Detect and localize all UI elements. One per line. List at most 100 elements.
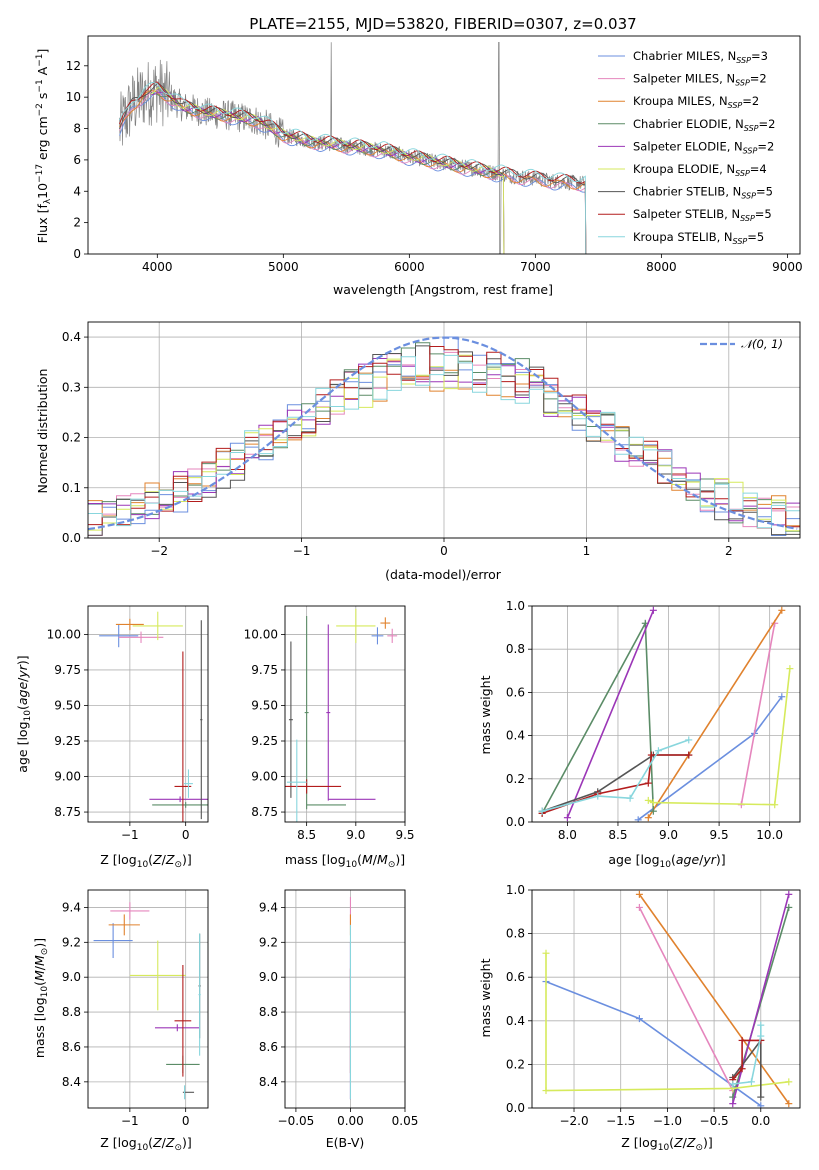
hist-legend-entry: 𝒩(0, 1) [741,337,783,351]
legend-entry: Salpeter MILES, NSSP=2 [633,72,767,88]
weight-vs-Z-xtick-label: −1.0 [653,1114,682,1128]
age-vs-Z-ytick-label: 10.00 [47,627,81,641]
spectrum-xtick-label: 4000 [142,260,173,274]
weight-vs-age-marker [649,606,657,614]
weight-vs-age-frame [531,605,801,823]
weight-vs-Z-marker [747,1078,755,1086]
spectrum-xtick-label: 5000 [268,260,299,274]
age-vs-Z-point [115,618,144,631]
weight-vs-age-plot-area [538,606,794,822]
spectrum-ytick-label: 2 [73,216,81,230]
weight-vs-Z-marker [785,903,793,911]
spectrum-panel: PLATE=2155, MJD=53820, FIBERID=0307, z=0… [35,15,803,297]
weight-vs-age-marker [647,751,655,759]
weight-vs-age-xtick-label: 8.0 [558,828,577,842]
age-vs-mass-ytick-label: 9.00 [251,770,278,784]
spectrum-model-line [119,81,587,254]
mass-vs-Z-xtick-label: 0 [182,1114,190,1128]
spectrum-ytick-label: 10 [66,90,81,104]
age-vs-Z-point [149,796,208,803]
weight-vs-age-ytick-label: 0.2 [506,772,525,786]
weight-vs-Z-xtick-label: −2.0 [559,1114,588,1128]
age-vs-Z-point [152,802,208,808]
wAge-xlabel: age [log10(age/yr)] [608,852,725,870]
mass-vs-Z-frame [87,889,209,1109]
age-vs-Z-point [200,620,203,820]
age-vs-mass-xtick-label: 9.5 [395,828,414,842]
weight-vs-Z-xtick-label: −1.5 [606,1114,635,1128]
residuals-xtick-label: −1 [293,544,311,558]
spectrum-xtick-label: 6000 [394,260,425,274]
weight-vs-age-marker [594,792,602,800]
weight-vs-Z-marker [757,1102,765,1108]
residuals-ytick-label: 0.2 [62,431,81,445]
mass-vs-Z-ticks: −1 0 8.4 8.6 8.8 9.0 9.2 9.4 [62,900,190,1128]
age-vs-Z-ytick-label: 9.50 [54,698,81,712]
mass-vs-ebv-frame [284,889,406,1109]
age-vs-Z-plot-area [99,611,208,822]
weight-vs-age-marker [563,814,571,822]
weight-vs-Z-ytick-label: 0.8 [506,927,525,941]
weight-vs-age-ytick-label: 1.0 [506,599,525,613]
mZ-xlabel: Z [log10(Z/Z⊙)] [100,1135,192,1153]
mass-vs-Z-point [108,914,140,936]
hist-xlabel: (data-model)/error [385,567,502,582]
residuals-panel: −2 −1 0 1 2 0.0 0.1 0.2 0.3 0.4 𝒩(0, 1) (data-mode… [35,321,801,582]
age-vs-Z-ticks: −1 0 8.75 9.00 9.25 9.50 9.75 10.00 [47,627,190,842]
legend-entry: Chabrier MILES, NSSP=3 [633,49,768,65]
age-vs-mass-point [336,608,376,643]
legend-entry: Kroupa ELODIE, NSSP=4 [633,162,767,178]
mass-vs-ebv-xtick-label: 0.05 [392,1114,419,1128]
age-vs-mass-ytick-label: 9.75 [251,663,278,677]
mass-vs-Z-point [110,902,150,920]
mass-vs-Z-ytick-label: 8.4 [62,1075,81,1089]
weight-vs-age-series [647,609,783,819]
weight-vs-Z-series [638,893,790,1105]
weight-vs-age-xtick-label: 8.5 [608,828,627,842]
residuals-xtick-label: 2 [725,544,733,558]
age-vs-mass-point [304,615,309,810]
mass-vs-ebv-xtick-label: −0.05 [278,1114,315,1128]
age-vs-mass-ytick-label: 10.00 [244,627,278,641]
weight-vs-age-ytick-label: 0.8 [506,642,525,656]
age-vs-Z-ytick-label: 9.00 [54,770,81,784]
age-vs-mass-xtick-label: 9.0 [346,828,365,842]
age-vs-mass-ticks: 8.5 9.0 9.5 8.75 9.00 9.25 9.50 9.75 10.00 [244,627,415,842]
weight-vs-Z-marker [635,903,643,911]
mass-vs-Z-point [174,964,192,1077]
wZ-ylabel: mass weight [478,958,493,1037]
mass-vs-Z-ytick-label: 8.6 [62,1040,81,1054]
mass-vs-Z-ytick-label: 9.0 [62,970,81,984]
mass-vs-ebv-ytick-label: 8.8 [259,1005,278,1019]
legend-entry: Kroupa MILES, NSSP=2 [633,94,759,110]
weight-vs-Z-marker [635,890,643,898]
age-vs-mass-point [371,627,384,645]
age-vs-mass-point [387,628,398,643]
weight-vs-Z-ytick-label: 1.0 [506,883,525,897]
weight-vs-Z-marker [785,1100,793,1108]
spectrum-xtick-label: 9000 [772,260,803,274]
mass-vs-Z-xtick-label: −1 [121,1114,139,1128]
spectrum-xlabel: wavelength [Angstrom, rest frame] [333,282,553,297]
mass-vs-ebv-ytick-label: 9.2 [259,935,278,949]
legend-entry: Chabrier STELIB, NSSP=5 [633,185,773,201]
weight-vs-Z-series [638,907,734,1091]
age-vs-Z-panel: −1 0 8.75 9.00 9.25 9.50 9.75 10.00 Z [log10(Z/… [15,605,209,870]
weight-vs-Z-marker [785,1078,793,1086]
mass-vs-Z-point [154,1024,200,1032]
weight-vs-age-marker [649,807,657,815]
weight-vs-Z-marker [757,1093,765,1101]
weight-vs-age-marker [685,751,693,759]
weight-vs-age-ticks: 8.0 8.5 9.0 9.5 10.0 0.0 0.2 0.4 0.6 0.8 1.0 [506,599,783,842]
mass-vs-Z-point [198,933,201,1056]
weight-vs-age-marker [649,799,657,807]
spectrum-model-line [119,82,587,254]
spectrum-model-line [150,91,505,254]
age-vs-Z-frame [87,605,209,823]
mass-vs-Z-point [93,923,133,959]
weight-vs-age-marker [685,736,693,744]
wAge-ylabel: mass weight [478,675,493,754]
age-vs-mass-point [286,739,307,822]
weight-vs-age-marker [778,606,786,614]
